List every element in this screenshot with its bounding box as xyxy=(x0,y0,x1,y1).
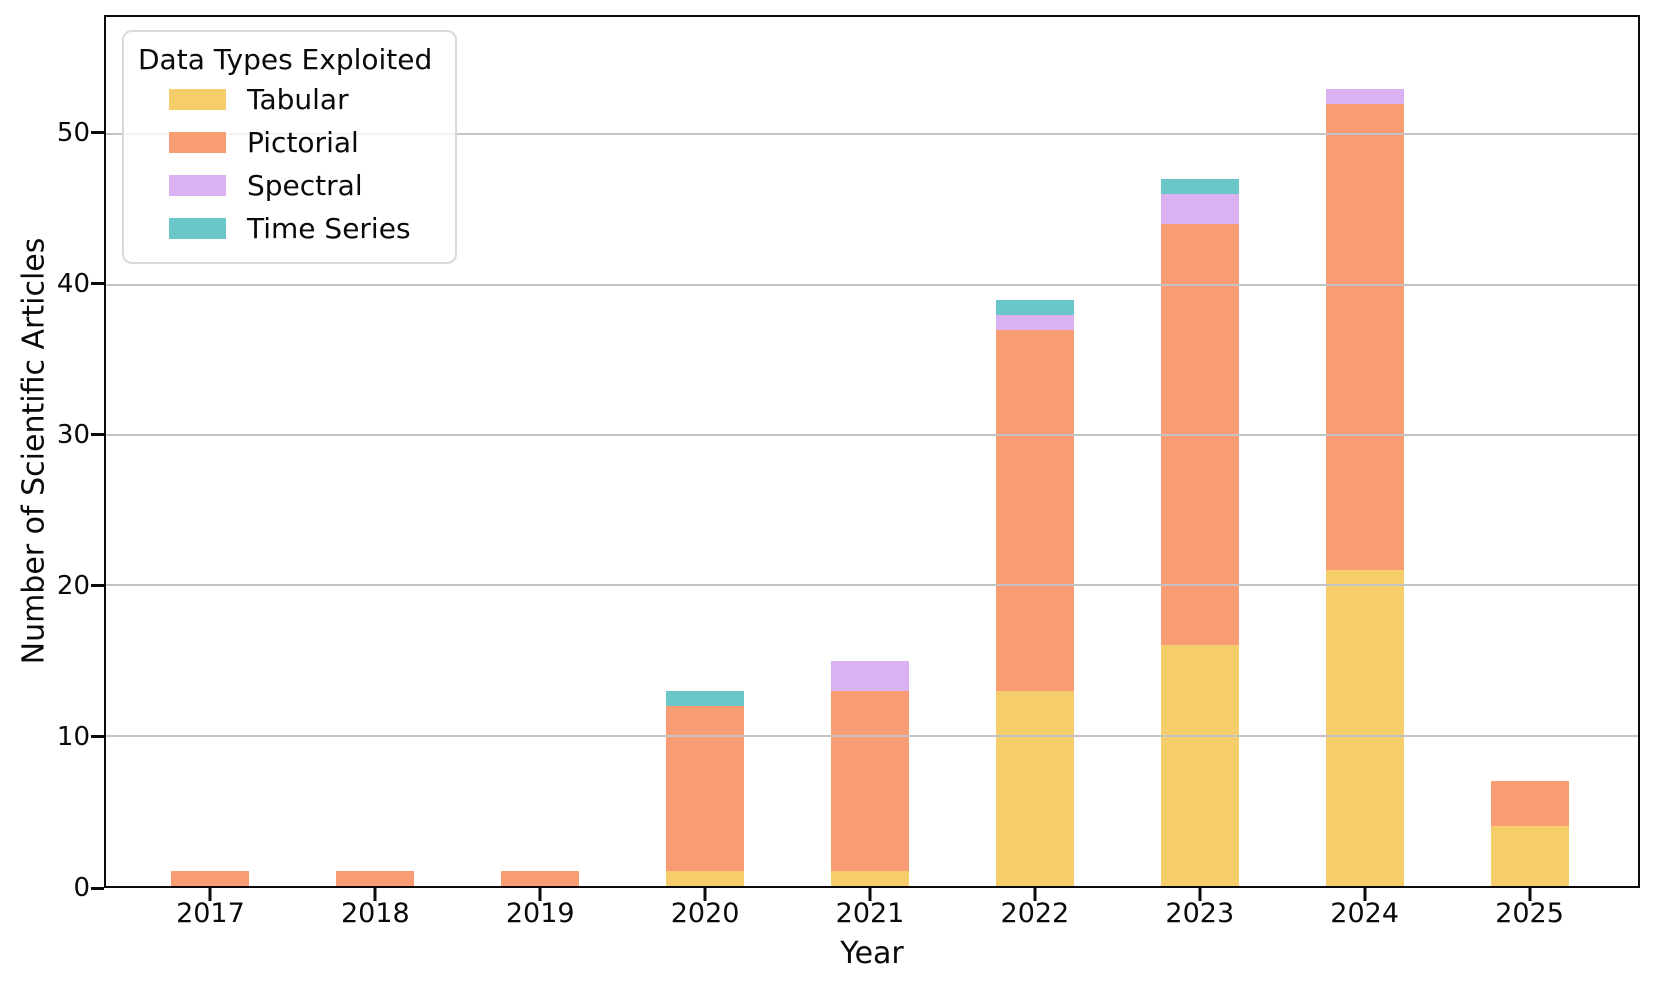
plot-area: Data Types Exploited Tabular Pictorial Spe… xyxy=(104,15,1640,888)
y-tick-label-20: 20 xyxy=(56,570,90,601)
bar-2024-spectral xyxy=(1325,89,1404,105)
y-tick-label-0: 0 xyxy=(73,873,90,903)
legend-title: Data Types Exploited xyxy=(138,43,433,76)
bar-2023 xyxy=(1117,17,1282,886)
x-tick-mark-2018 xyxy=(373,888,377,901)
legend-item-time-series: Time Series xyxy=(124,207,455,250)
x-tick-label-2024: 2024 xyxy=(1330,898,1400,929)
x-tick-label-2019: 2019 xyxy=(505,898,575,929)
gridline-y40 xyxy=(106,283,1638,286)
bar-2020-tabular xyxy=(666,870,745,886)
bar-2025-pictorial xyxy=(1490,780,1569,826)
bar-2018-pictorial xyxy=(336,870,415,886)
y-tick-mark-10 xyxy=(91,735,104,739)
bar-2021 xyxy=(788,17,953,886)
x-tick-label-2018: 2018 xyxy=(340,898,410,929)
bar-2022-tabular xyxy=(995,690,1074,886)
bar-2023-spectral xyxy=(1160,194,1239,225)
x-tick-label-2017: 2017 xyxy=(176,898,245,929)
legend-item-tabular: Tabular xyxy=(124,78,455,121)
bar-2022-spectral xyxy=(995,314,1074,330)
legend-label: Tabular xyxy=(247,83,349,116)
x-tick-mark-2022 xyxy=(1033,888,1037,901)
x-tick-mark-2017 xyxy=(208,888,212,901)
gridline-y50 xyxy=(106,133,1638,136)
bar-2021-tabular xyxy=(831,870,909,886)
bar-2025 xyxy=(1447,17,1612,886)
bar-2019 xyxy=(458,17,623,886)
legend-swatch-time-series xyxy=(169,218,226,239)
legend: Data Types Exploited Tabular Pictorial Spe… xyxy=(122,30,457,264)
gridline-y20 xyxy=(106,584,1638,587)
y-tick-mark-0 xyxy=(91,886,104,890)
y-tick-label-10: 10 xyxy=(56,721,90,752)
bar-2022-time-series xyxy=(995,299,1074,315)
y-tick-label-40: 40 xyxy=(56,268,90,299)
bar-2021-spectral xyxy=(831,660,909,691)
bar-2024-pictorial xyxy=(1325,104,1404,571)
bar-2021-pictorial xyxy=(831,690,909,871)
bar-2017 xyxy=(128,17,293,886)
x-tick-mark-2024 xyxy=(1363,888,1367,901)
x-tick-label-2021: 2021 xyxy=(835,898,905,929)
bar-2020-time-series xyxy=(666,690,745,706)
legend-swatch-tabular xyxy=(169,89,226,110)
x-tick-mark-2020 xyxy=(703,888,707,901)
x-axis-label: Year xyxy=(840,936,904,971)
gridline-y10 xyxy=(106,734,1638,737)
legend-swatch-spectral xyxy=(169,175,226,196)
x-tick-label-2023: 2023 xyxy=(1165,898,1235,929)
bar-2024-tabular xyxy=(1325,570,1404,886)
bars-container xyxy=(128,17,1612,886)
y-tick-label-50: 50 xyxy=(56,117,90,148)
bar-2019-pictorial xyxy=(501,870,580,886)
legend-items: Tabular Pictorial Spectral Time Series xyxy=(124,78,455,250)
bar-2024 xyxy=(1282,17,1447,886)
gridline-y30 xyxy=(106,433,1638,436)
bar-2022 xyxy=(952,17,1117,886)
bar-2020 xyxy=(623,17,788,886)
y-tick-mark-40 xyxy=(91,282,104,286)
y-tick-label-30: 30 xyxy=(56,419,90,450)
bar-2017-pictorial xyxy=(171,870,250,886)
bar-2023-tabular xyxy=(1160,645,1239,886)
x-tick-label-2022: 2022 xyxy=(1000,898,1070,929)
y-tick-mark-30 xyxy=(91,433,104,437)
legend-label: Time Series xyxy=(247,212,411,245)
bar-2023-time-series xyxy=(1160,179,1239,195)
bar-2018 xyxy=(293,17,458,886)
bar-2020-pictorial xyxy=(666,705,745,871)
bar-2025-tabular xyxy=(1490,825,1569,886)
y-tick-mark-50 xyxy=(91,131,104,135)
legend-item-pictorial: Pictorial xyxy=(124,121,455,164)
x-tick-mark-2023 xyxy=(1198,888,1202,901)
x-tick-label-2020: 2020 xyxy=(670,898,740,929)
y-tick-mark-20 xyxy=(91,584,104,588)
x-tick-mark-2019 xyxy=(538,888,542,901)
x-tick-mark-2021 xyxy=(868,888,872,901)
legend-label: Pictorial xyxy=(247,126,359,159)
bar-2022-pictorial xyxy=(995,329,1074,691)
legend-swatch-pictorial xyxy=(169,132,226,153)
legend-label: Spectral xyxy=(247,169,363,202)
x-tick-mark-2025 xyxy=(1528,888,1532,901)
x-tick-label-2025: 2025 xyxy=(1495,898,1564,929)
legend-item-spectral: Spectral xyxy=(124,164,455,207)
